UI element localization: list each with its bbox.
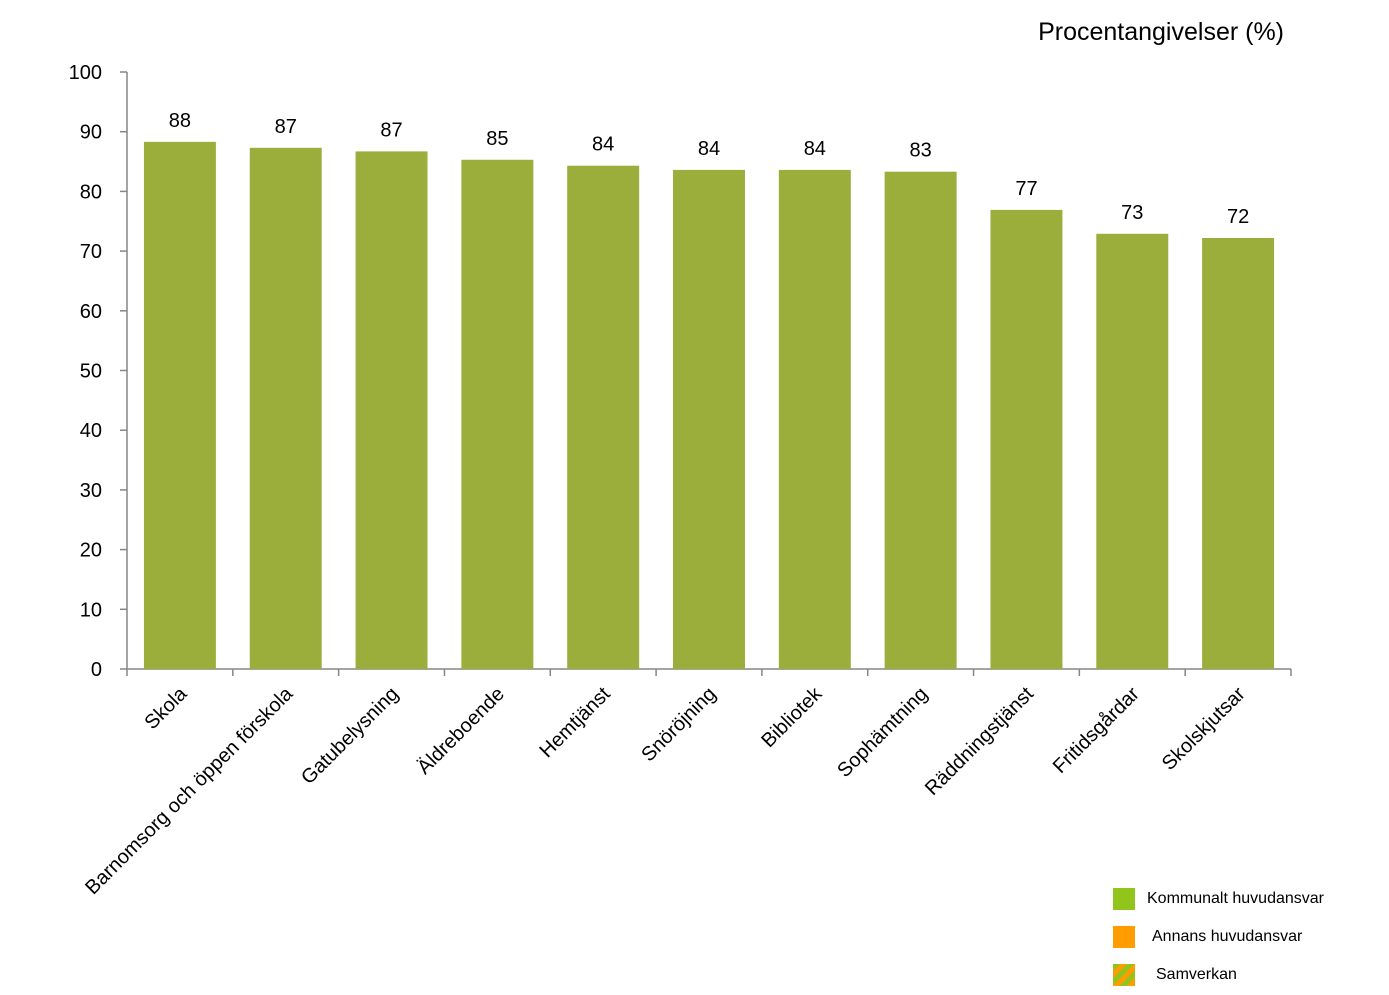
data-label: 87 <box>380 119 402 141</box>
legend-item-annans: Annans huvudansvar <box>1113 926 1383 948</box>
legend-swatch-kommunalt <box>1113 888 1135 910</box>
bar <box>884 171 957 669</box>
x-tick-label: Räddningstjänst <box>921 683 1038 800</box>
data-label: 84 <box>698 138 720 160</box>
y-tick-label: 0 <box>91 659 102 681</box>
y-tick-label: 30 <box>80 480 102 502</box>
x-tick-label: Gatubelysning <box>297 683 403 789</box>
x-tick-label: Snöröjning <box>637 683 720 766</box>
data-label: 87 <box>275 116 297 138</box>
data-label: 85 <box>486 128 508 150</box>
bar <box>567 165 640 669</box>
data-label: 73 <box>1121 202 1143 224</box>
chart-title: Procentangivelser (%) <box>1038 18 1284 46</box>
legend-item-samverkan: Samverkan <box>1113 964 1383 986</box>
x-tick-label: Bibliotek <box>757 682 827 752</box>
y-tick-label: 70 <box>80 241 102 263</box>
y-tick-label: 40 <box>80 420 102 442</box>
legend-label-kommunalt: Kommunalt huvudansvar <box>1147 890 1324 907</box>
legend-label-annans: Annans huvudansvar <box>1152 928 1303 945</box>
bar <box>461 159 534 669</box>
data-label: 88 <box>169 110 191 132</box>
bar <box>1202 237 1275 669</box>
y-tick-label: 10 <box>80 599 102 621</box>
legend-label-samverkan: Samverkan <box>1156 966 1237 983</box>
bar <box>673 169 745 669</box>
y-axis: 0 10 20 30 40 50 60 70 80 90 100 <box>69 62 128 681</box>
bar <box>778 169 851 669</box>
legend-swatch-annans <box>1113 926 1135 948</box>
data-label: 84 <box>592 134 614 156</box>
data-label: 77 <box>1015 178 1037 200</box>
chart-legend: Kommunalt huvudansvar Annans huvudansvar… <box>1113 888 1383 988</box>
bar <box>1096 233 1169 670</box>
y-tick-label: 90 <box>80 122 102 144</box>
data-label: 72 <box>1227 206 1249 228</box>
y-tick-label: 100 <box>69 62 102 84</box>
legend-swatch-samverkan <box>1113 964 1135 986</box>
x-axis <box>126 668 1292 676</box>
x-tick-label: Hemtjänst <box>535 683 615 763</box>
x-tick-label: Fritidsgårdar <box>1049 683 1144 778</box>
y-tick-label: 50 <box>80 361 102 383</box>
legend-item-kommunalt: Kommunalt huvudansvar <box>1113 888 1383 910</box>
x-tick-label: Barnomsorg och öppen förskola <box>81 682 298 899</box>
y-tick-label: 60 <box>80 301 102 323</box>
y-tick-label: 80 <box>80 181 102 203</box>
x-tick-label: Äldreboende <box>413 683 509 779</box>
x-tick-label: Sophämtning <box>833 683 932 782</box>
x-tick-label: Skolskjutsar <box>1158 683 1250 775</box>
data-labels: 88 87 87 85 84 84 84 83 77 73 72 <box>169 110 1249 228</box>
y-tick-label: 20 <box>80 540 102 562</box>
bar <box>355 151 428 669</box>
bars <box>143 141 1275 670</box>
bar <box>249 147 322 670</box>
x-tick-label: Skola <box>141 682 193 734</box>
bar <box>143 141 216 669</box>
data-label: 84 <box>804 138 826 160</box>
bar <box>990 209 1063 670</box>
data-label: 83 <box>910 140 932 162</box>
